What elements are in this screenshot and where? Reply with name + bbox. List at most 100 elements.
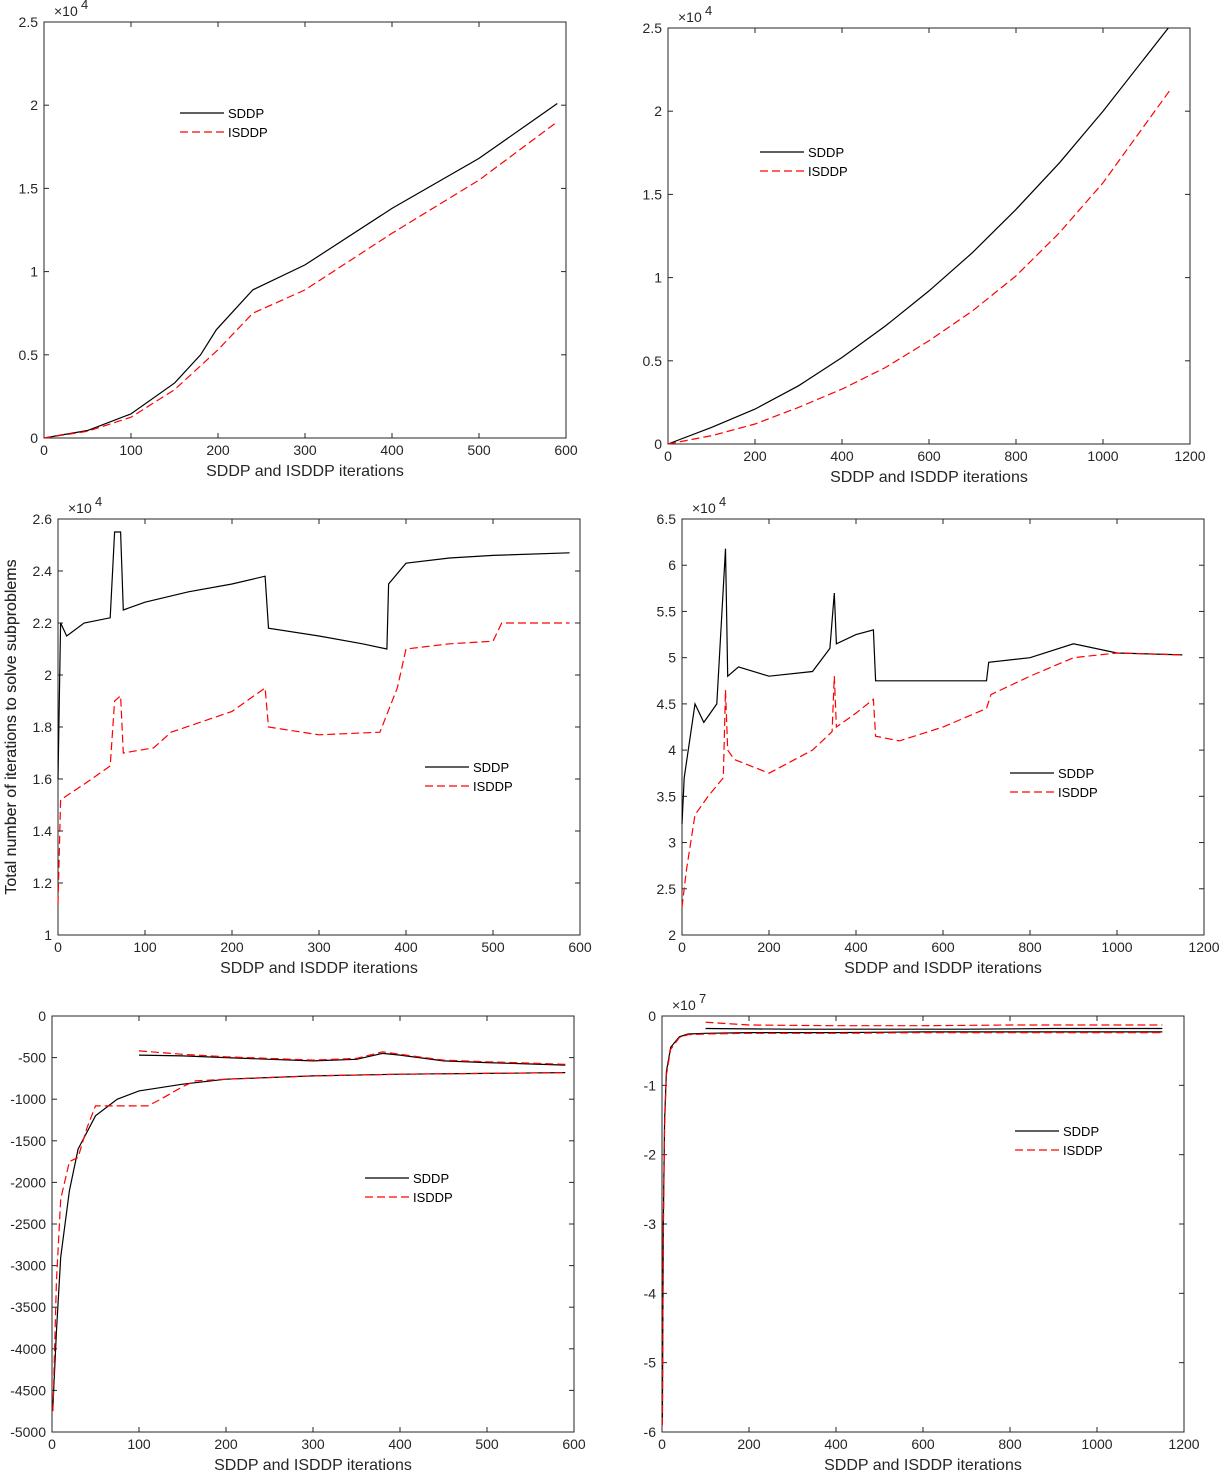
y-tick-label: 2 <box>30 97 38 113</box>
x-tick-label: 600 <box>568 939 592 955</box>
x-tick-label: 500 <box>475 1436 499 1452</box>
y-tick-label: 2.5 <box>643 20 663 36</box>
x-tick-label: 1200 <box>1188 939 1219 955</box>
series-line-sddp <box>681 548 1183 825</box>
series-line-isddp <box>667 89 1171 445</box>
x-tick-label: 800 <box>1018 939 1042 955</box>
legend-label-sddp: SDDP <box>228 106 264 121</box>
y-tick-label: 1.5 <box>19 180 39 196</box>
x-tick-label: 200 <box>206 442 230 458</box>
y-tick-label: -4500 <box>10 1382 46 1398</box>
y-exponent: ×10 <box>672 997 696 1013</box>
y-tick-label: -4 <box>644 1285 657 1301</box>
series-line-isddp <box>661 1032 1163 1426</box>
y-tick-label: 1.8 <box>33 719 53 735</box>
x-tick-label: 400 <box>844 939 868 955</box>
legend-label-isddp: ISDDP <box>1063 1143 1103 1158</box>
y-exponent-power: 7 <box>699 991 706 1006</box>
x-tick-label: 100 <box>127 1436 151 1452</box>
y-tick-label: -2000 <box>10 1174 46 1190</box>
x-axis-label: SDDP and ISDDP iterations <box>206 463 404 480</box>
y-tick-label: -3 <box>644 1216 657 1232</box>
x-tick-label: 400 <box>394 939 418 955</box>
x-tick-label: 800 <box>1004 448 1028 464</box>
x-tick-label: 1000 <box>1087 448 1118 464</box>
x-tick-label: 0 <box>40 442 48 458</box>
y-tick-label: 2 <box>654 103 662 119</box>
x-tick-label: 500 <box>481 939 505 955</box>
series-line-sddp <box>43 103 558 439</box>
x-tick-label: 0 <box>664 448 672 464</box>
x-tick-label: 200 <box>737 1436 761 1452</box>
y-tick-label: 1 <box>654 270 662 286</box>
x-tick-label: 200 <box>220 939 244 955</box>
series-line-isddp-upper <box>705 1021 1163 1027</box>
x-tick-label: 100 <box>133 939 157 955</box>
y-tick-label: 1.5 <box>643 186 663 202</box>
y-tick-label: 3.5 <box>657 788 677 804</box>
x-tick-label: 600 <box>931 939 955 955</box>
x-tick-label: 400 <box>388 1436 412 1452</box>
x-axis-label: SDDP and ISDDP iterations <box>824 1457 1022 1474</box>
y-tick-label: 2.5 <box>19 14 39 30</box>
y-tick-label: -6 <box>644 1424 657 1440</box>
y-tick-label: 1 <box>44 927 52 943</box>
x-tick-label: 400 <box>380 442 404 458</box>
legend-label-sddp: SDDP <box>1058 766 1094 781</box>
plot-frame <box>43 21 567 439</box>
y-tick-label: 3 <box>668 835 676 851</box>
y-tick-label: 0 <box>38 1008 46 1024</box>
y-tick-label: 2.4 <box>33 563 53 579</box>
y-tick-label: 1 <box>30 264 38 280</box>
series-line-isddp-upper <box>138 1050 566 1065</box>
y-exponent: ×10 <box>54 3 78 19</box>
x-tick-label: 1200 <box>1174 448 1205 464</box>
y-tick-label: 5.5 <box>657 603 677 619</box>
y-tick-label: 0 <box>30 430 38 446</box>
plot-frame <box>57 518 581 936</box>
y-tick-label: 1.2 <box>33 875 53 891</box>
x-tick-label: 100 <box>119 442 143 458</box>
x-tick-label: 1000 <box>1101 939 1132 955</box>
x-axis-label: SDDP and ISDDP iterations <box>220 960 418 977</box>
y-tick-label: 4 <box>668 742 676 758</box>
y-exponent-power: 4 <box>719 494 726 509</box>
series-line-isddp <box>43 121 558 439</box>
legend-label-sddp: SDDP <box>413 1171 449 1186</box>
y-tick-label: 4.5 <box>657 696 677 712</box>
y-tick-label: 2.2 <box>33 615 53 631</box>
y-exponent: ×10 <box>68 500 92 516</box>
x-axis-label: SDDP and ISDDP iterations <box>830 469 1028 486</box>
legend-label-isddp: ISDDP <box>473 779 513 794</box>
legend-label-isddp: ISDDP <box>413 1190 453 1205</box>
x-tick-label: 0 <box>54 939 62 955</box>
y-tick-label: -3000 <box>10 1258 46 1274</box>
x-tick-label: 1000 <box>1081 1436 1112 1452</box>
legend-label-sddp: SDDP <box>1063 1124 1099 1139</box>
y-tick-label: -2500 <box>10 1216 46 1232</box>
x-tick-label: 600 <box>917 448 941 464</box>
y-axis-label: Total number of iterations to solve subp… <box>3 559 20 894</box>
x-tick-label: 800 <box>998 1436 1022 1452</box>
y-tick-label: 2 <box>44 667 52 683</box>
series-line-sddp <box>661 1031 1163 1419</box>
y-exponent: ×10 <box>692 500 716 516</box>
x-tick-label: 500 <box>467 442 491 458</box>
legend-label-sddp: SDDP <box>808 145 844 160</box>
y-tick-label: -5000 <box>10 1424 46 1440</box>
y-exponent-power: 4 <box>81 0 88 12</box>
y-tick-label: 1.4 <box>33 823 53 839</box>
y-tick-label: -4000 <box>10 1341 46 1357</box>
y-tick-label: -2 <box>644 1147 657 1163</box>
plot-frame <box>51 1015 575 1433</box>
y-tick-label: 6 <box>668 557 676 573</box>
series-line-isddp <box>57 622 570 904</box>
y-tick-label: -1500 <box>10 1133 46 1149</box>
y-tick-label: -3500 <box>10 1299 46 1315</box>
x-tick-label: 0 <box>48 1436 56 1452</box>
y-exponent-power: 4 <box>705 3 712 18</box>
x-axis-label: SDDP and ISDDP iterations <box>844 960 1042 977</box>
series-line-isddp <box>52 1072 566 1412</box>
legend-label-isddp: ISDDP <box>808 164 848 179</box>
y-tick-label: 0 <box>648 1008 656 1024</box>
